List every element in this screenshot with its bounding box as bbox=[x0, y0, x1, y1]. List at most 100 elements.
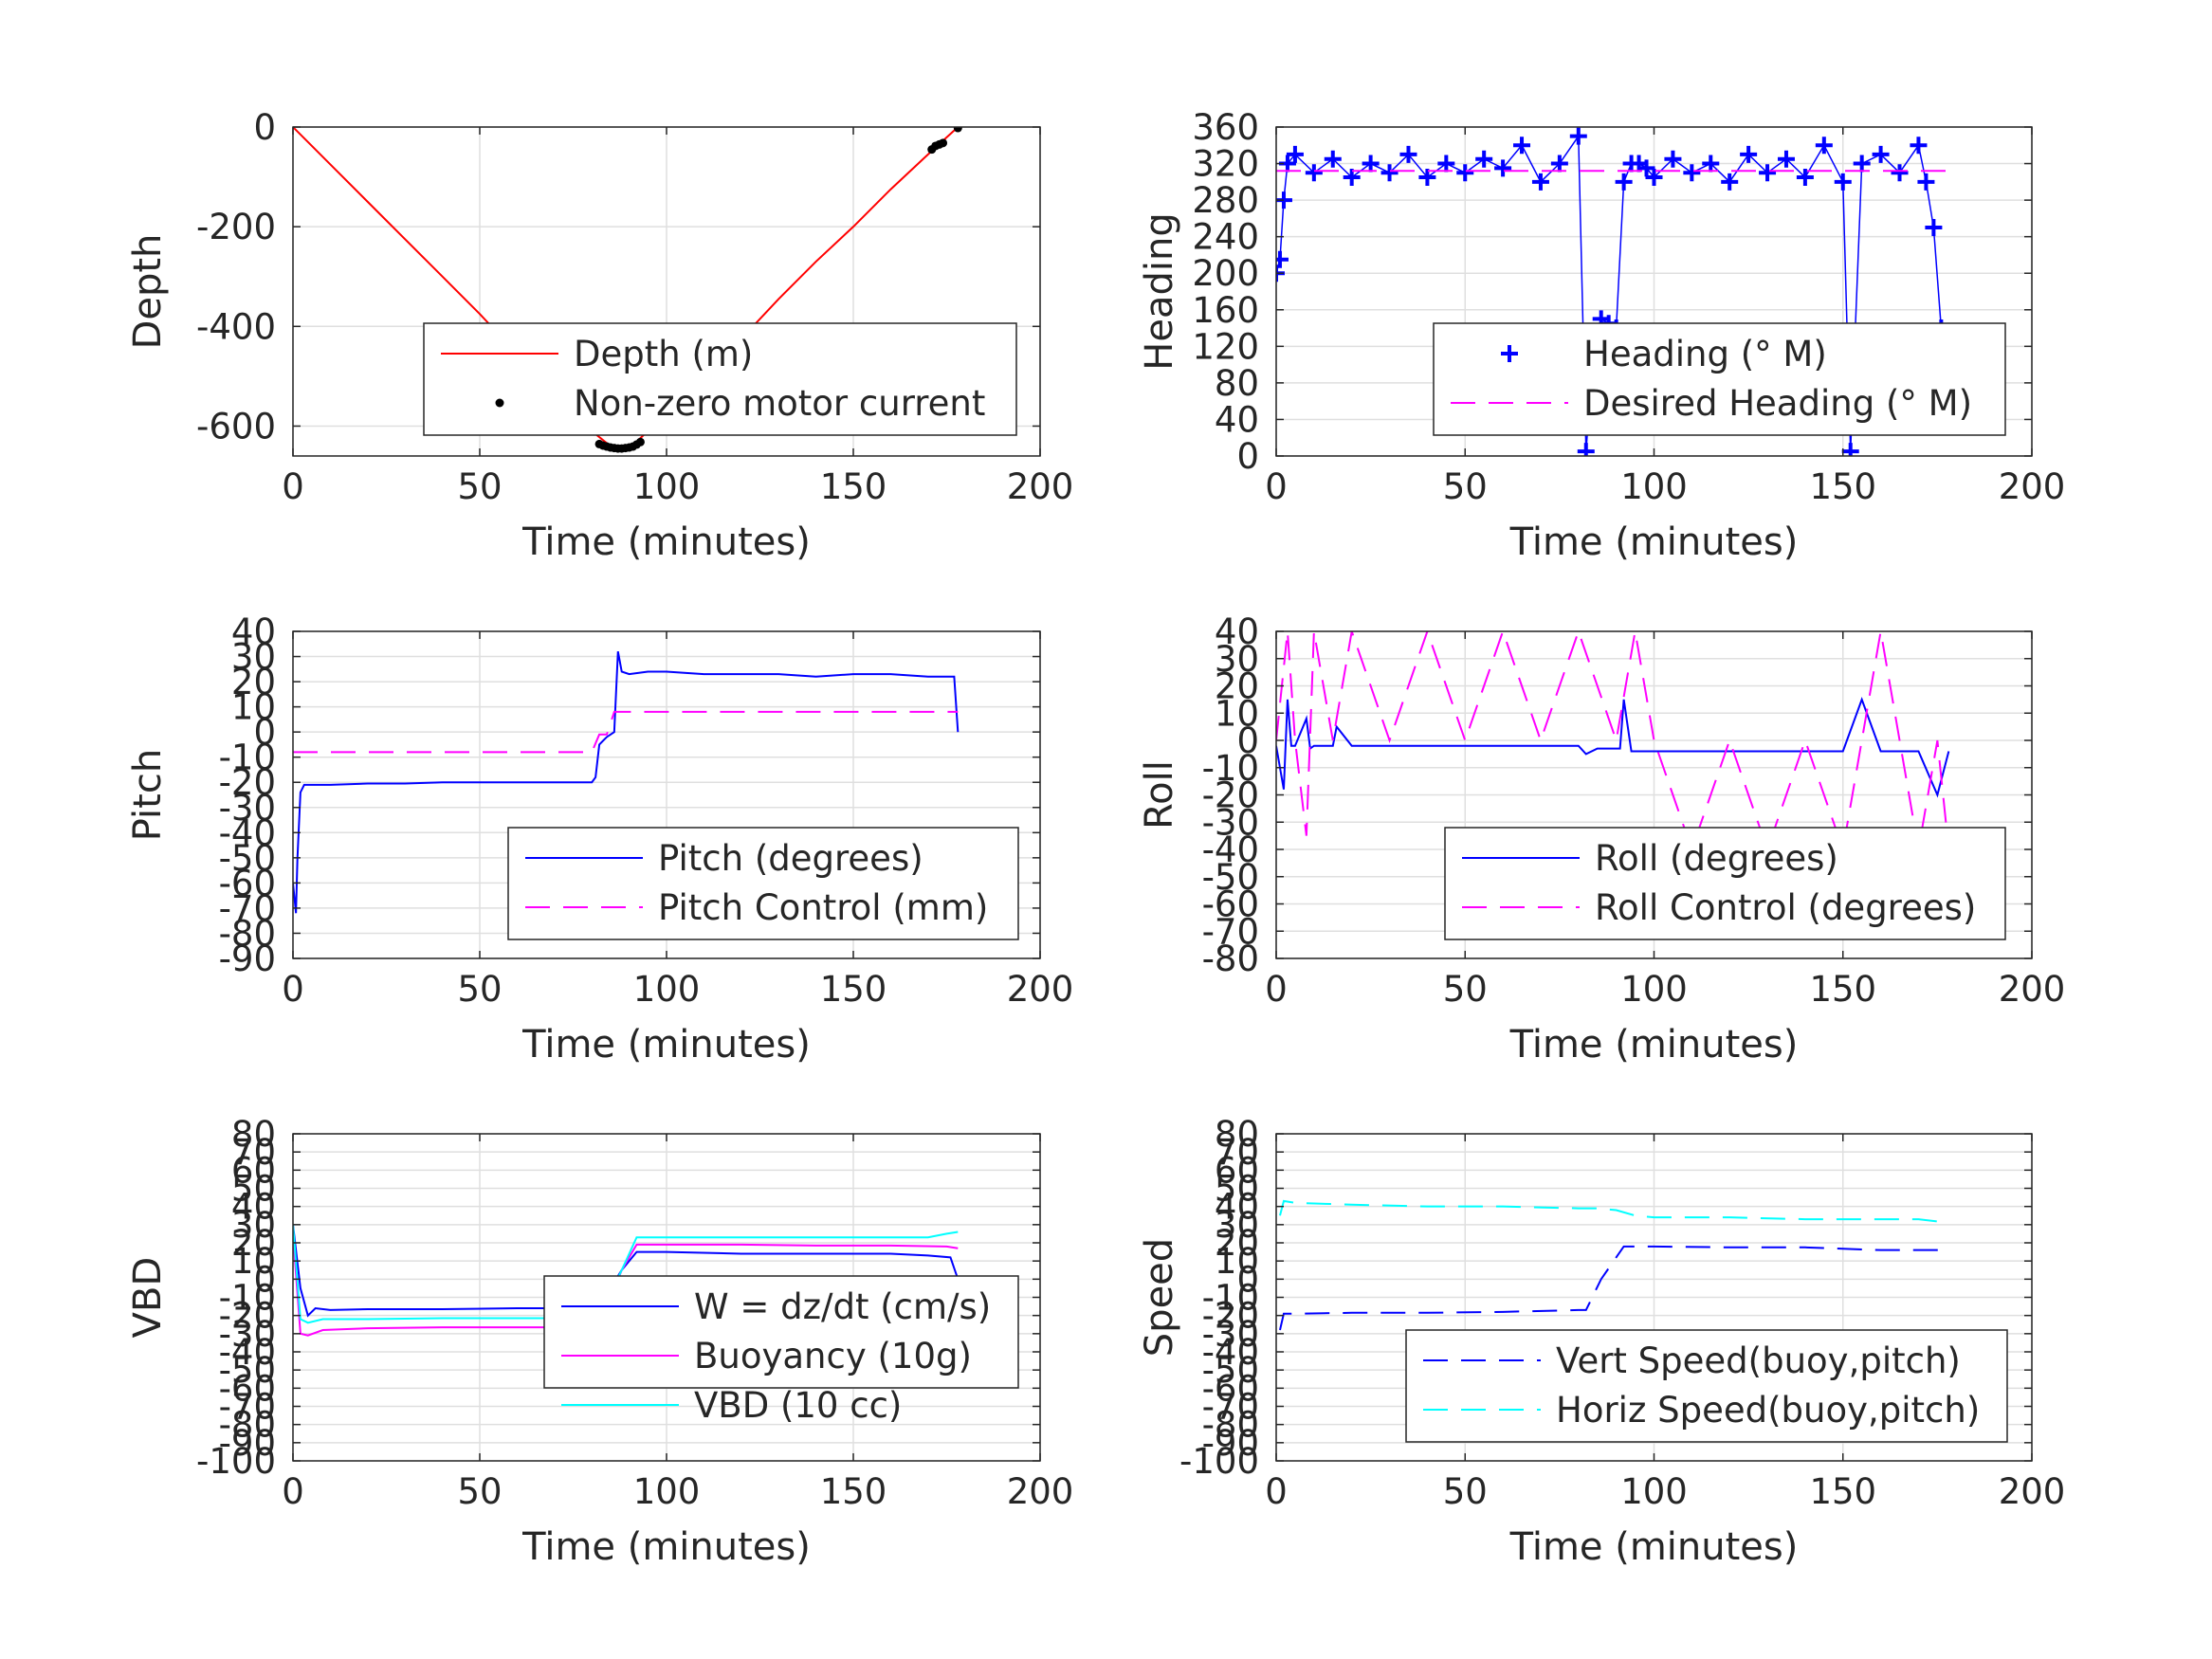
data-point bbox=[939, 138, 948, 148]
x-tick-label: 150 bbox=[820, 1471, 887, 1512]
y-tick-label: -100 bbox=[1179, 1441, 1259, 1482]
y-tick-label: 20 bbox=[1215, 1223, 1259, 1264]
y-tick-label: -70 bbox=[219, 888, 276, 929]
y-tick-label: -90 bbox=[1202, 1423, 1259, 1464]
y-tick-label: -70 bbox=[219, 1387, 276, 1428]
data-marker bbox=[1841, 443, 1859, 456]
y-tick-label: -40 bbox=[219, 812, 276, 853]
y-tick-label: 80 bbox=[1215, 363, 1259, 404]
x-tick-label: 0 bbox=[282, 466, 304, 507]
legend: Vert Speed(buoy,pitch) Horiz Speed(buoy,p… bbox=[1405, 1329, 2008, 1443]
data-marker bbox=[1721, 173, 1739, 191]
data-marker bbox=[1362, 155, 1380, 173]
x-tick-label: 100 bbox=[1620, 1471, 1688, 1512]
y-tick-label: -50 bbox=[219, 1350, 276, 1391]
x-tick-label: 100 bbox=[633, 969, 701, 1010]
y-tick-label: -100 bbox=[196, 1441, 276, 1482]
data-marker bbox=[1740, 145, 1758, 163]
y-tick-label: 20 bbox=[231, 1223, 276, 1264]
series-line bbox=[1279, 1245, 1949, 1331]
subplot-3: 0 50 100 150 200403020100-10-20-30-40-50-60-… bbox=[126, 611, 1073, 1066]
legend-box bbox=[1444, 827, 2006, 940]
subplot-5: 0 50 100 150 20080706050403020100-10-20-30-4… bbox=[126, 1114, 1073, 1569]
y-tick-label: 360 bbox=[1192, 107, 1259, 148]
y-tick-label: 40 bbox=[1215, 399, 1259, 440]
y-tick-label: 60 bbox=[231, 1150, 276, 1191]
subplot-1: 0 50 100 150 200 0 -200 -400 -600 Time (minutes) D… bbox=[126, 107, 1073, 564]
legend-label: VBD (10 cc) bbox=[694, 1385, 902, 1426]
y-tick-label: -50 bbox=[219, 838, 276, 879]
y-tick-label: 10 bbox=[1215, 693, 1259, 734]
y-tick-label: -10 bbox=[219, 1278, 276, 1319]
y-tick-label: 320 bbox=[1192, 144, 1259, 185]
x-tick-label: 200 bbox=[1007, 466, 1074, 507]
series-1 bbox=[1276, 696, 1950, 798]
data-marker bbox=[1286, 145, 1304, 163]
y-tick-label: 0 bbox=[253, 712, 276, 753]
y-tick-label: -80 bbox=[219, 1405, 276, 1446]
y-tick-label: 0 bbox=[253, 1259, 276, 1300]
series-line bbox=[293, 710, 959, 754]
data-marker bbox=[1276, 250, 1289, 268]
data-marker bbox=[1925, 219, 1943, 237]
legend: W = dz/dt (cm/s) Buoyancy (10g) VBD (10 cc… bbox=[543, 1275, 1019, 1426]
x-tick-label: 100 bbox=[633, 466, 701, 507]
x-tick-label: 150 bbox=[820, 969, 887, 1010]
x-tick-label: 50 bbox=[1443, 466, 1488, 507]
x-tick-label: 50 bbox=[457, 969, 502, 1010]
y-tick-label: -50 bbox=[1202, 857, 1259, 898]
data-marker bbox=[1872, 145, 1890, 163]
y-tick-label: -80 bbox=[1202, 1405, 1259, 1446]
legend-label: Pitch Control (mm) bbox=[658, 887, 988, 928]
y-tick-label: 50 bbox=[1215, 1169, 1259, 1210]
x-tick-label: 0 bbox=[1265, 969, 1288, 1010]
y-tick-label: 30 bbox=[1215, 1205, 1259, 1246]
series-2 bbox=[1279, 1199, 1949, 1224]
data-marker bbox=[1343, 169, 1361, 187]
y-axis-label: Depth bbox=[126, 234, 170, 350]
data-marker bbox=[1917, 173, 1935, 191]
y-tick-label: -50 bbox=[1202, 1350, 1259, 1391]
y-tick-label: 10 bbox=[231, 1241, 276, 1282]
y-tick-label: -70 bbox=[1202, 911, 1259, 952]
y-tick-label: -90 bbox=[219, 939, 276, 979]
data-marker bbox=[1513, 137, 1531, 155]
x-tick-label: 200 bbox=[1999, 466, 2066, 507]
y-tick-label: -30 bbox=[219, 788, 276, 829]
series-line bbox=[293, 651, 960, 914]
y-tick-label: 20 bbox=[231, 662, 276, 702]
legend-box bbox=[1405, 1329, 2008, 1443]
y-tick-label: 40 bbox=[1215, 611, 1259, 652]
legend-box bbox=[1433, 322, 2006, 436]
y-tick-label: 80 bbox=[1215, 1114, 1259, 1155]
legend-box bbox=[507, 827, 1019, 940]
x-tick-label: 50 bbox=[1443, 969, 1488, 1010]
y-tick-label: 50 bbox=[231, 1169, 276, 1210]
legend-box bbox=[543, 1275, 1019, 1389]
data-marker bbox=[1380, 164, 1398, 182]
legend-label: Buoyancy (10g) bbox=[694, 1336, 972, 1376]
legend-marker bbox=[495, 398, 504, 408]
y-axis-label: Pitch bbox=[126, 749, 170, 841]
y-tick-label: 30 bbox=[231, 1205, 276, 1246]
data-marker bbox=[1777, 150, 1795, 168]
x-tick-label: 200 bbox=[1999, 969, 2066, 1010]
data-marker bbox=[1683, 164, 1701, 182]
y-tick-label: 40 bbox=[231, 1187, 276, 1228]
y-tick-label: 10 bbox=[1215, 1241, 1259, 1282]
x-tick-label: 100 bbox=[633, 1471, 701, 1512]
y-tick-label: -400 bbox=[196, 306, 276, 347]
data-marker bbox=[1891, 164, 1909, 182]
y-tick-label: -40 bbox=[1202, 1332, 1259, 1373]
y-tick-label: 120 bbox=[1192, 326, 1259, 367]
y-tick-label: -60 bbox=[219, 1368, 276, 1409]
series-line bbox=[1276, 696, 1950, 798]
data-marker bbox=[1456, 164, 1474, 182]
x-axis-label: Time (minutes) bbox=[1509, 1525, 1799, 1569]
x-axis-label: Time (minutes) bbox=[521, 1525, 811, 1569]
x-tick-label: 150 bbox=[820, 466, 887, 507]
series-2 bbox=[293, 710, 959, 754]
legend-label: W = dz/dt (cm/s) bbox=[694, 1286, 991, 1327]
legend-label: Desired Heading (° M) bbox=[1583, 383, 1972, 424]
y-tick-label: -20 bbox=[219, 1296, 276, 1337]
